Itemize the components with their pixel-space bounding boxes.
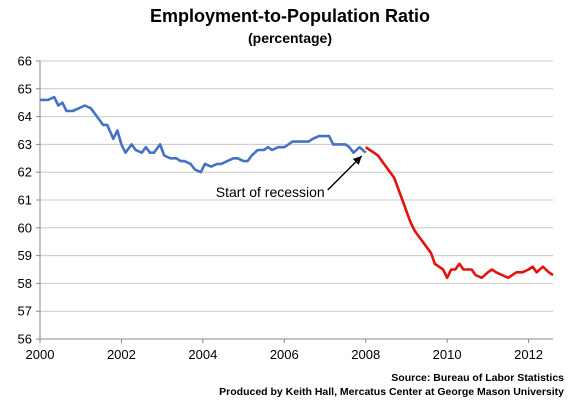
y-tick-label: 61 bbox=[18, 193, 32, 208]
annotations: Start of recession bbox=[216, 155, 363, 200]
y-tick-label: 64 bbox=[18, 109, 32, 124]
gridlines bbox=[40, 60, 553, 312]
credit-note: Produced by Keith Hall, Mercatus Center … bbox=[219, 386, 564, 398]
x-tick-label: 2004 bbox=[188, 347, 217, 362]
x-tick-label: 2010 bbox=[433, 347, 462, 362]
y-tick-label: 57 bbox=[18, 304, 32, 319]
series-lines bbox=[40, 95, 554, 280]
y-tick-label: 62 bbox=[18, 165, 32, 180]
chart-title: Employment-to-Population Ratio bbox=[150, 6, 430, 26]
y-tick-label: 65 bbox=[18, 81, 32, 96]
x-tick-label: 2002 bbox=[107, 347, 136, 362]
source-note: Source: Bureau of Labor Statistics bbox=[391, 372, 564, 384]
series-line-2 bbox=[364, 146, 554, 280]
y-axis-ticks: 56 57 58 59 60 61 62 63 64 65 66 bbox=[18, 54, 40, 347]
y-tick-label: 58 bbox=[18, 276, 32, 291]
x-axis-ticks: 2000 2002 2004 2006 2008 2010 2012 bbox=[26, 339, 543, 362]
x-tick-label: 2000 bbox=[26, 347, 55, 362]
x-tick-label: 2012 bbox=[514, 347, 543, 362]
y-tick-label: 66 bbox=[18, 54, 32, 69]
x-tick-label: 2006 bbox=[270, 347, 299, 362]
annotation-arrow bbox=[327, 155, 363, 191]
series-line-1 bbox=[40, 95, 367, 174]
chart-subtitle: (percentage) bbox=[247, 30, 333, 46]
y-tick-label: 60 bbox=[18, 220, 32, 235]
x-tick-label: 2008 bbox=[351, 347, 380, 362]
annotation-label: Start of recession bbox=[216, 184, 325, 200]
y-tick-label: 59 bbox=[18, 248, 32, 263]
y-tick-label: 63 bbox=[18, 137, 32, 152]
y-tick-label: 56 bbox=[18, 332, 32, 347]
